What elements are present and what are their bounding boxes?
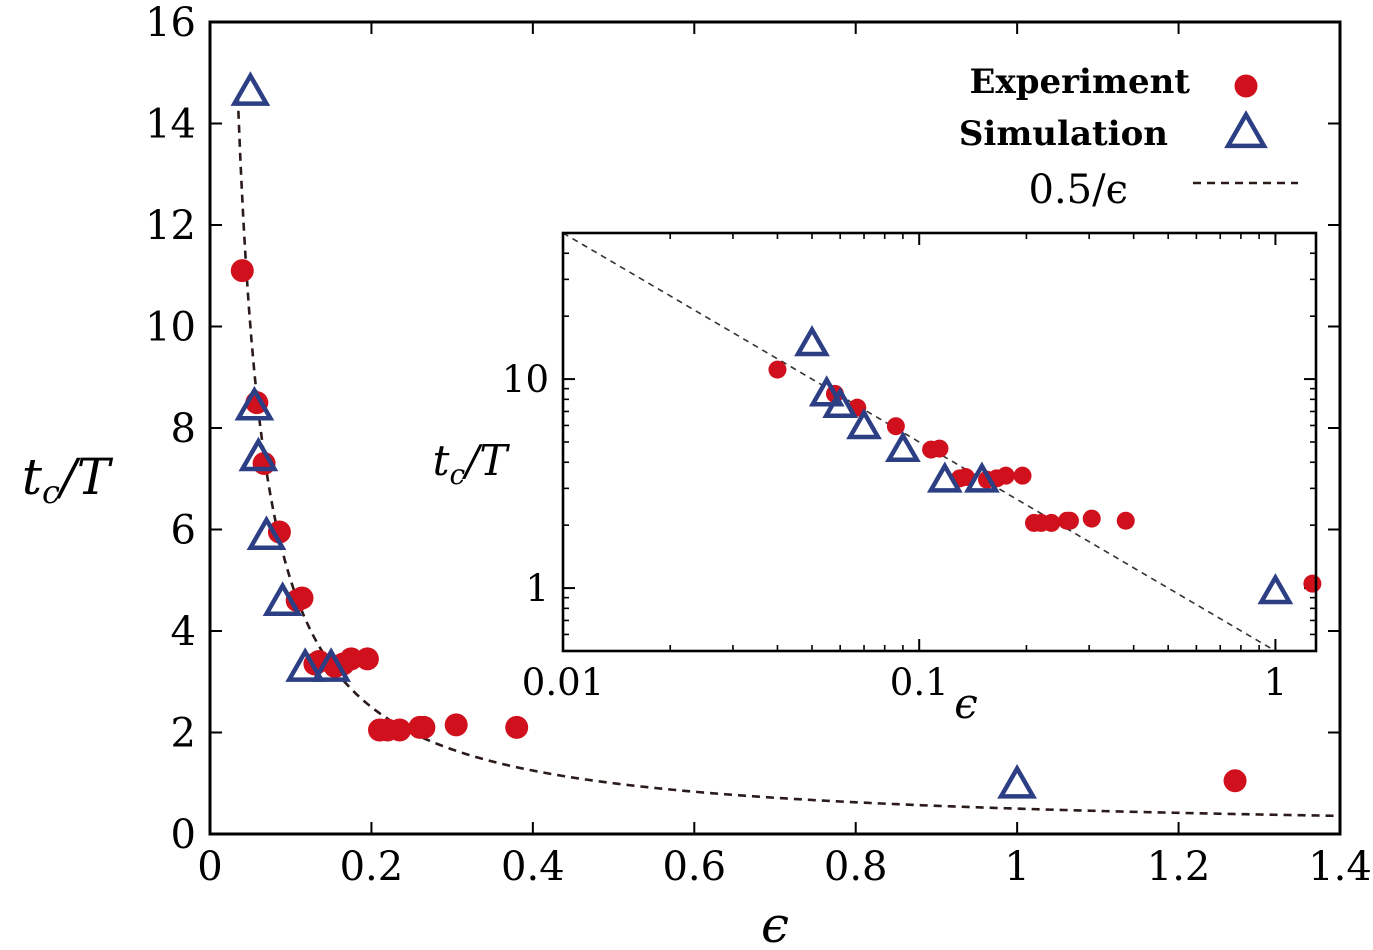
inset-experiment-point — [768, 360, 787, 379]
x-tick-label: 1.4 — [1308, 844, 1372, 890]
inset-experiment-point — [886, 417, 905, 436]
inset-y-axis-label: tc/T — [433, 436, 511, 491]
inset-experiment-point — [1060, 511, 1079, 530]
legend-simulation-label: Simulation — [959, 114, 1168, 154]
x-tick-label: 0.4 — [501, 844, 565, 890]
experiment-point — [230, 259, 254, 283]
inset-experiment-point — [956, 468, 975, 487]
inset-simulation-point — [808, 375, 845, 407]
simulation-point — [285, 647, 326, 682]
y-tick-label: 0 — [171, 812, 196, 858]
inset-simulation-point — [926, 461, 963, 493]
main-plot: 0 0.2 0.4 0.6 0.8 1 1.2 1.4 0 2 4 6 8 10 12 14 16 ϵ tc/T Ex… — [22, 0, 1372, 950]
experiment-point — [1223, 769, 1247, 793]
inset-plot: 0.01 0.1 1 1 10 ϵ tc/T — [433, 231, 1322, 728]
y-tick-label: 4 — [171, 609, 196, 655]
experiment-point — [290, 586, 314, 610]
x-axis-label: ϵ — [761, 896, 789, 950]
legend-fit-label: 0.5/ϵ — [1029, 167, 1129, 213]
y-tick-label: 6 — [171, 508, 196, 554]
inset-experiment-point — [1042, 513, 1061, 532]
x-tick-label: 1.2 — [1147, 844, 1211, 890]
experiment-point — [267, 520, 291, 544]
legend-experiment-marker — [1234, 74, 1258, 98]
inset-experiment-point — [930, 439, 949, 458]
experiment-point — [505, 715, 529, 739]
inset-x-tick-label: 0.1 — [890, 661, 949, 704]
inset-experiment-point — [1082, 509, 1101, 528]
x-tick-label: 0.2 — [340, 844, 404, 890]
x-tick-label: 0.6 — [662, 844, 726, 890]
experiment-point — [444, 713, 468, 737]
experiment-point — [412, 715, 436, 739]
inset-simulation-point — [794, 325, 830, 357]
simulation-point — [311, 647, 351, 682]
legend-experiment-label: Experiment — [970, 62, 1191, 102]
inset-simulation-point — [822, 386, 859, 418]
y-tick-label: 2 — [171, 711, 196, 757]
inset-x-axis-label: ϵ — [954, 679, 978, 728]
experiment-point — [339, 647, 363, 671]
legend-simulation-marker — [1224, 110, 1268, 149]
inset-y-tick-label: 10 — [502, 358, 549, 401]
inset-simulation-point — [846, 408, 882, 440]
y-tick-label: 12 — [145, 203, 196, 249]
x-tick-label: 1 — [1004, 844, 1029, 890]
inset-fit-line — [562, 232, 1275, 652]
inset-x-tick-label: 0.01 — [522, 661, 604, 704]
inset-experiment-point — [1116, 511, 1135, 530]
simulation-point — [997, 763, 1037, 799]
inset-experiment-point — [1013, 466, 1032, 485]
inset-x-tick-label: 1 — [1264, 661, 1288, 704]
simulation-point — [234, 385, 275, 421]
experiment-point — [355, 647, 379, 671]
inset-experiment-point — [996, 466, 1015, 485]
y-tick-label: 8 — [171, 406, 196, 452]
simulation-point — [230, 71, 271, 106]
y-tick-label: 16 — [145, 0, 196, 46]
simulation-point — [246, 515, 287, 550]
inset-frame — [561, 231, 1318, 653]
inset-simulation-point — [1257, 573, 1294, 605]
x-tick-label: 0.8 — [824, 844, 888, 890]
inset-experiment-point — [1303, 574, 1322, 593]
y-axis-label: tc/T — [22, 448, 114, 511]
simulation-point — [238, 436, 279, 472]
main-plot-frame — [208, 20, 1342, 836]
experiment-point — [388, 718, 412, 742]
y-tick-label: 10 — [145, 305, 196, 351]
y-tick-label: 14 — [145, 102, 196, 148]
simulation-point — [262, 581, 303, 616]
inset-y-tick-label: 1 — [525, 567, 549, 610]
inset-simulation-point — [885, 430, 921, 463]
x-tick-label: 0 — [197, 844, 222, 890]
inset-simulation-point — [964, 461, 1000, 493]
